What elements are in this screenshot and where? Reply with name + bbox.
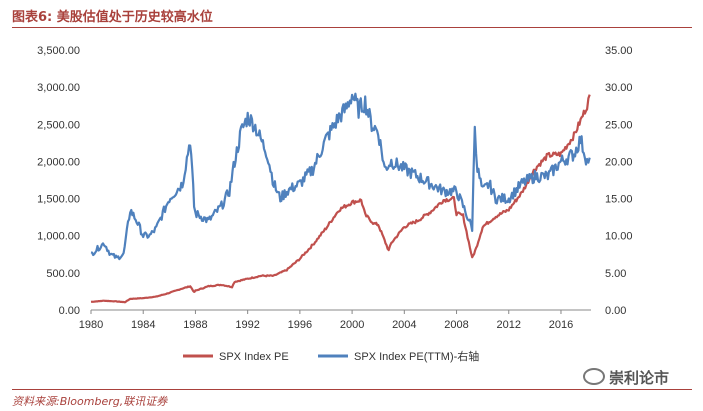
- series-line-spx-pe: [90, 94, 591, 304]
- y-right-tick-label: 35.00: [605, 45, 633, 57]
- legend-label: SPX Index PE: [219, 351, 289, 363]
- y-left-tick-label: 1,000.00: [37, 231, 80, 243]
- y-right-tick-label: 20.00: [605, 156, 633, 168]
- y-left-tick-label: 3,500.00: [37, 45, 80, 57]
- x-tick-label: 1992: [235, 319, 259, 331]
- x-tick-label: 1988: [183, 319, 207, 331]
- y-left-tick-label: 0.00: [59, 305, 80, 317]
- y-left-tick-label: 500.00: [46, 268, 80, 280]
- x-tick-label: 2008: [444, 319, 468, 331]
- x-tick-label: 1980: [79, 319, 103, 331]
- chart-axes: 0.00 500.00 1,000.00 1,500.00 2,000.00 2,500.…: [37, 45, 632, 331]
- x-tick-label: 2016: [549, 319, 573, 331]
- x-tick-label: 1984: [131, 319, 155, 331]
- legend-label: SPX Index PE(TTM)-右轴: [354, 349, 479, 363]
- chart-title: 图表6: 美股估值处于历史较高水位: [12, 10, 213, 25]
- watermark-text: 崇利论市: [608, 369, 669, 387]
- chart-lines: [90, 92, 591, 304]
- series-line-spx-pe-ttm: [90, 92, 591, 261]
- y-left-tick-label: 1,500.00: [37, 194, 80, 206]
- pe-line-chart: 0.00 500.00 1,000.00 1,500.00 2,000.00 2,500.…: [37, 45, 632, 363]
- watermark: 崇利论市: [582, 367, 669, 388]
- y-right-tick-label: 15.00: [605, 194, 633, 206]
- y-left-tick-label: 3,000.00: [37, 82, 80, 94]
- source-note: 资料来源:Bloomberg,联讯证券: [12, 395, 168, 408]
- x-tick-label: 2012: [497, 319, 521, 331]
- x-tick-label: 2000: [340, 319, 364, 331]
- y-right-tick-label: 10.00: [605, 231, 633, 243]
- source-rule: [12, 389, 692, 390]
- y-right-tick-label: 5.00: [605, 268, 626, 280]
- y-left-tick-label: 2,500.00: [37, 119, 80, 131]
- x-tick-label: 1996: [288, 319, 312, 331]
- y-right-tick-label: 30.00: [605, 82, 633, 94]
- y-right-tick-label: 0.00: [605, 305, 626, 317]
- x-tick-label: 2004: [392, 319, 416, 331]
- y-right-tick-label: 25.00: [605, 119, 633, 131]
- chart-legend: SPX Index PE SPX Index PE(TTM)-右轴: [183, 349, 479, 363]
- y-left-tick-label: 2,000.00: [37, 156, 80, 168]
- wechat-icon: [582, 368, 605, 385]
- title-underline: [12, 27, 692, 28]
